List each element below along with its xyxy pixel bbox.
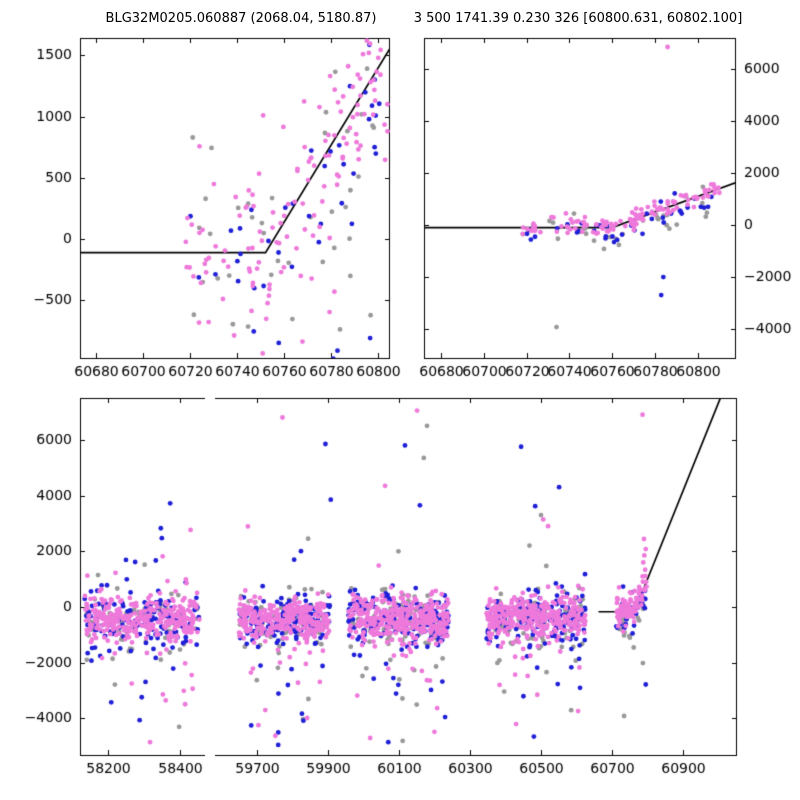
subplot-title-right: 3 500 1741.39 0.230 326 [60800.631, 6080…	[413, 11, 743, 26]
subplot-title-left: BLG32M0205.060887 (2068.04, 5180.87)	[105, 11, 377, 26]
